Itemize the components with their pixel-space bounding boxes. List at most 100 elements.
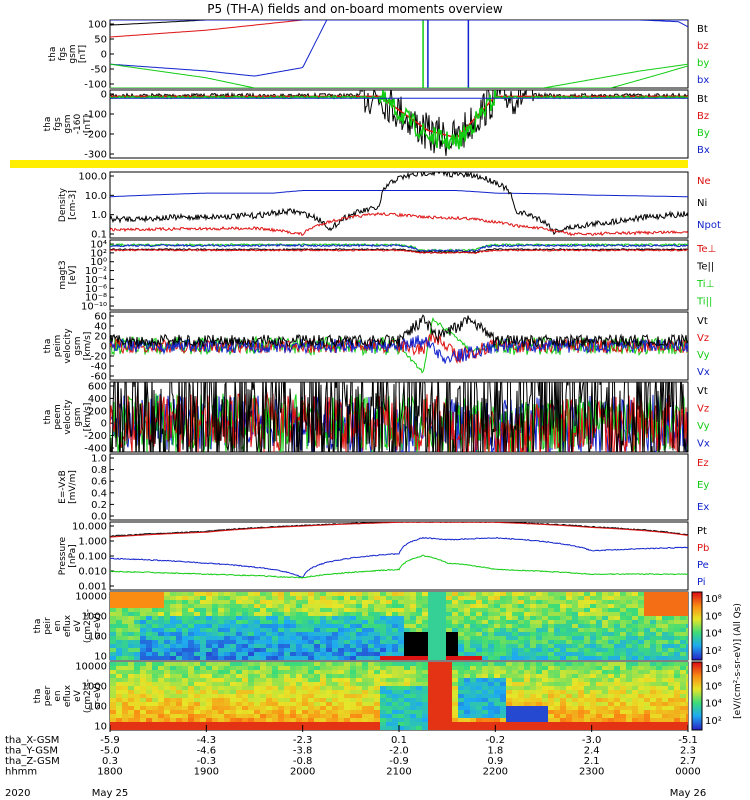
y-tick-label: 0.001	[78, 582, 107, 593]
legend-entry: Pb	[697, 543, 709, 554]
y-axis-label: tha	[48, 47, 58, 62]
y-tick-label: 0.6	[91, 477, 107, 488]
y-axis-label: peir	[43, 617, 53, 635]
x-row-value: -3.0	[582, 735, 602, 746]
y-axis-label: peer	[43, 685, 53, 706]
series-tiperp	[110, 243, 688, 253]
y-tick-label: 10	[94, 722, 107, 733]
y-axis-label: gsm	[73, 407, 83, 426]
x-row-value: 1900	[194, 767, 219, 778]
legend-entry: Ez	[697, 458, 709, 469]
legend-entry: Vz	[697, 333, 709, 344]
y-tick-label: 10⁻⁴	[85, 275, 107, 286]
y-axis-label: velocity	[63, 399, 73, 435]
colorbar-label: [eV/(cm²-s-sr-eV)] (All Qs)	[733, 603, 743, 719]
y-tick-label: 1000	[82, 612, 107, 623]
x-row-value: 1.8	[487, 746, 503, 757]
y-axis-label: sr-eV)	[93, 683, 103, 709]
y-axis-label: (cm2-s-	[83, 609, 93, 643]
y-tick-label: -40	[91, 362, 107, 373]
y-tick-label: 100	[88, 632, 107, 643]
legend-entry: Ne	[697, 176, 711, 187]
series-teperp	[110, 248, 688, 255]
y-axis-label: en	[53, 690, 63, 701]
colorbar-tick: 10²	[705, 716, 722, 727]
y-tick-label: 1.000	[78, 537, 107, 548]
panel-frame	[109, 171, 689, 239]
y-tick-label: 10.0	[85, 191, 107, 202]
x-row-value: -4.3	[197, 735, 217, 746]
y-tick-label: 50	[94, 35, 107, 46]
legend-entry: Ti⊥	[696, 279, 714, 290]
y-tick-label: 1.0	[91, 210, 107, 221]
y-tick-label: 0.0	[91, 512, 107, 523]
y-axis-label: peem	[53, 404, 63, 430]
y-tick-label: 600	[88, 382, 107, 393]
y-tick-label: -20	[91, 352, 107, 363]
x-row-value: -3.8	[293, 746, 313, 757]
colorbar-tick: 10⁴	[705, 629, 722, 640]
x-row-value: 0.3	[102, 756, 118, 767]
x-row-value: -2.0	[389, 746, 409, 757]
legend-entry: Bt	[697, 94, 708, 105]
mode-bar	[10, 160, 688, 168]
colorbar-tick: 10⁸	[705, 594, 722, 605]
y-tick-label: -400	[84, 444, 107, 455]
y-axis-label: [km/s]	[83, 403, 93, 432]
series-npot	[110, 190, 688, 198]
y-axis-label: eV	[73, 619, 83, 632]
legend-entry: Bt	[697, 24, 708, 35]
x-row-value: -4.6	[197, 746, 217, 757]
year-label: 2020	[5, 788, 30, 799]
series-bt	[110, 20, 688, 26]
y-tick-label: 10⁻⁶	[85, 284, 107, 295]
legend-entry: Ex	[697, 502, 709, 513]
series-vz-p6	[110, 391, 688, 452]
y-tick-label: 200	[88, 406, 107, 417]
y-tick-label: -100	[84, 80, 107, 91]
series-pi	[110, 536, 688, 578]
legend-entry: Ni	[697, 198, 707, 209]
y-tick-label: 0	[101, 419, 107, 430]
series-vt-p6	[110, 382, 688, 452]
y-axis-label: [km/s]	[83, 332, 93, 361]
y-axis-label: [mV/m]	[68, 470, 78, 504]
x-row-value: -0.8	[293, 756, 313, 767]
x-row-label: hhmm	[5, 767, 37, 778]
legend-entry: by	[697, 58, 709, 69]
y-tick-label: 10.000	[72, 522, 107, 533]
y-tick-label: 0.2	[91, 500, 107, 511]
series-vt-p5	[110, 314, 688, 349]
colorbar-tick: 10⁶	[705, 681, 722, 692]
panel-frame	[109, 239, 689, 311]
y-axis-label: tha	[43, 410, 53, 425]
colorbar	[691, 591, 703, 731]
y-tick-label: -300	[84, 150, 107, 161]
y-axis-label: E=-VxB	[58, 470, 68, 504]
y-axis-label: [cm-3]	[68, 190, 78, 220]
x-row-value: -5.0	[100, 746, 120, 757]
colorbar-tick: 10²	[705, 646, 722, 657]
y-tick-label: 10000	[75, 662, 107, 673]
y-tick-label: -50	[91, 65, 107, 76]
series-pe	[110, 554, 688, 579]
y-tick-label: 10000	[75, 592, 107, 603]
y-tick-label: 0	[101, 90, 107, 101]
y-axis-label: Pressure	[58, 536, 68, 575]
y-tick-label: 0.8	[91, 465, 107, 476]
series-bz	[110, 20, 688, 38]
x-row-label: tha_Y-GSM	[5, 746, 58, 757]
legend-entry: By	[697, 128, 710, 139]
y-tick-label: 1.0	[91, 454, 107, 465]
x-row-value: 2000	[290, 767, 315, 778]
y-axis-label: tha	[43, 117, 53, 132]
y-tick-label: 10⁻¹⁰	[81, 302, 107, 313]
y-axis-label: [nPa]	[68, 544, 78, 567]
series-bx	[110, 20, 688, 77]
y-axis-label: -160	[73, 114, 83, 135]
legend-entry: Pe	[697, 560, 709, 571]
y-axis-label: Density	[58, 187, 68, 222]
y-tick-label: 10	[94, 652, 107, 663]
x-row-value: -5.1	[678, 735, 698, 746]
